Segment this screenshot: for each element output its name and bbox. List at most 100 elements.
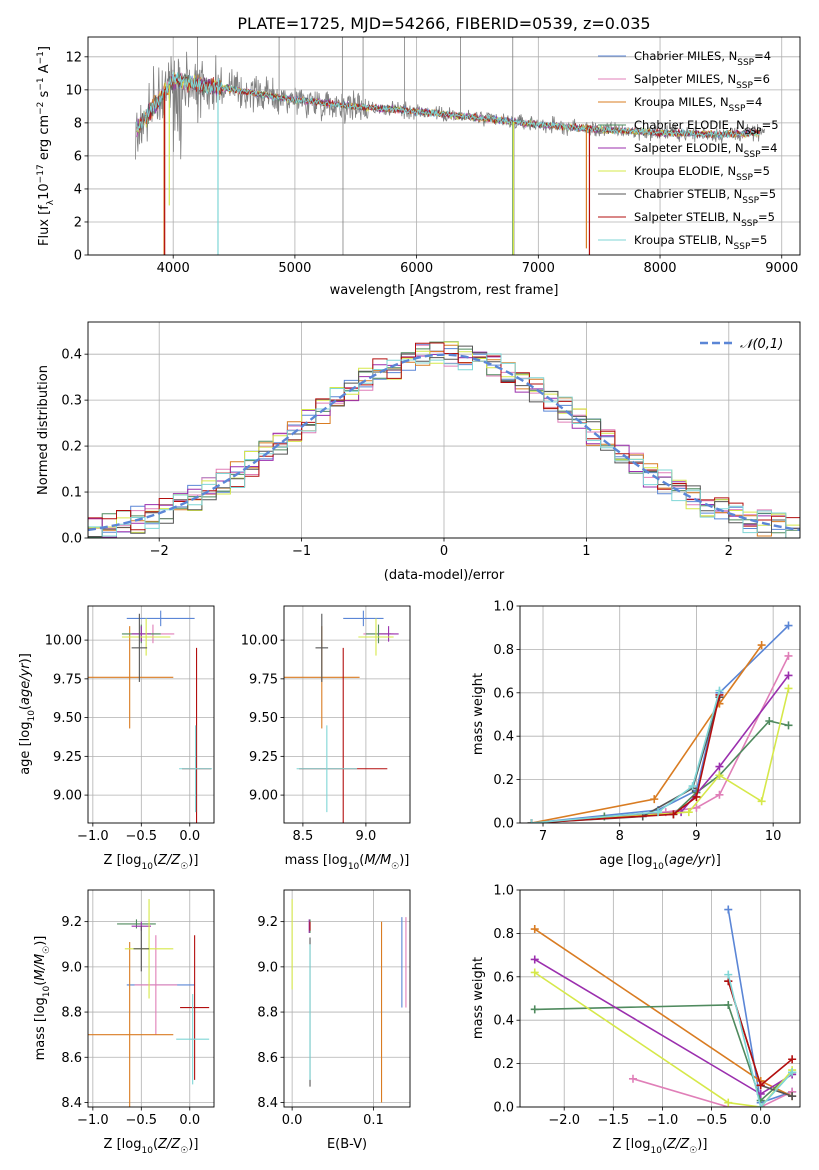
label-part: Chabrier ELODIE, N <box>634 118 745 132</box>
y-tick-label: 0 <box>74 249 82 264</box>
x-tick-label: −0.5 <box>126 829 158 844</box>
weight-series <box>527 684 793 823</box>
weight-marker <box>715 686 724 695</box>
errorbar-point <box>117 919 156 929</box>
x-tick-label: 8.5 <box>293 829 314 844</box>
y-tick-label: 9.25 <box>249 750 278 765</box>
weight-line <box>727 909 793 1104</box>
label-part: −1 <box>36 77 46 90</box>
legend-entry: Chabrier ELODIE, NSSP=5 <box>634 118 779 137</box>
x-tick-label: 0.0 <box>179 829 200 844</box>
residuals-axes: −2 −1 0 1 2 0.0 0.1 0.2 0.3 0.4 𝒩(0,1) (data-model)… <box>36 321 801 583</box>
legend-entry: 𝒩(0,1) <box>740 337 783 352</box>
weight-marker <box>757 641 766 650</box>
label-part: Chabrier STELIB, N <box>634 187 742 201</box>
y-axis-label: Normed distribution <box>36 365 51 495</box>
label-part: )] <box>188 853 198 868</box>
label-part: ( <box>153 853 158 868</box>
label-part: Kroupa STELIB, N <box>634 233 734 247</box>
age-vs-mass-grid <box>284 606 410 823</box>
errorbar-point <box>131 626 151 642</box>
y-tick-label: 6 <box>74 149 82 164</box>
x-tick-label: −1.5 <box>598 1113 630 1128</box>
legend: Chabrier MILES, NSSP=4 Salpeter MILES, NS… <box>598 49 779 252</box>
x-tick-label: 0.0 <box>179 1113 200 1128</box>
label-part: SSP <box>742 196 759 206</box>
weight-marker <box>715 771 724 780</box>
y-tick-label: 0.3 <box>61 394 82 409</box>
y-tick-label: 9.25 <box>53 750 82 765</box>
age-vs-mass-axes: 8.5 9.0 9.00 9.25 9.50 9.75 10.00 mass [log10(M… <box>241 605 411 872</box>
x-tick-label: 7 <box>539 829 547 844</box>
errorbar-point <box>378 626 399 642</box>
errorbar-point <box>176 993 210 1085</box>
weight-line <box>534 928 793 1097</box>
label-part: Z/Z <box>157 1137 181 1152</box>
weight-marker <box>715 762 724 771</box>
y-tick-label: 8.6 <box>61 1051 82 1066</box>
label-part: 10 <box>348 862 360 872</box>
x-tick-label: 9000 <box>765 261 798 276</box>
y-tick-label: 8 <box>74 116 82 131</box>
y-tick-label: 0.4 <box>493 1014 514 1029</box>
mass-vs-EBV-plot <box>291 899 407 1103</box>
age-vs-mass-plot <box>284 610 399 823</box>
x-tick-label: 9.0 <box>356 829 377 844</box>
errorbar-point <box>126 610 195 627</box>
legend-entry: Kroupa ELODIE, NSSP=5 <box>634 164 770 183</box>
weight-line <box>531 688 790 823</box>
weight-marker <box>788 1092 797 1101</box>
x-tick-label: 6000 <box>400 261 433 276</box>
label-part: =5 <box>759 187 776 201</box>
y-tick-label: 10 <box>65 83 82 98</box>
label-part: 10 <box>650 1146 662 1156</box>
mass-vs-EBV-grid <box>284 890 410 1107</box>
y-tick-label: 9.00 <box>53 789 82 804</box>
x-tick-label: −0.5 <box>126 1113 158 1128</box>
label-part: ☉ <box>391 862 399 872</box>
y-tick-label: 0.6 <box>493 686 514 701</box>
x-tick-label: 8000 <box>643 261 676 276</box>
y-tick-label: 0.2 <box>61 440 82 455</box>
legend-entry: Chabrier MILES, NSSP=4 <box>634 49 771 68</box>
label-part: SSP <box>737 58 754 68</box>
x-tick-label: 1 <box>582 544 590 559</box>
normal-reference-curve <box>88 353 800 532</box>
weight-vs-age-plot <box>527 621 793 823</box>
axes-frame <box>87 889 215 1108</box>
label-part: erg cm <box>37 115 52 164</box>
label-part: )] <box>399 853 409 868</box>
label-part: −17 <box>36 164 46 183</box>
y-tick-label: 8.8 <box>257 1006 278 1021</box>
label-part: age [log <box>599 853 652 868</box>
y-tick-label: 12 <box>65 50 82 65</box>
label-part: SSP <box>741 219 758 229</box>
weight-marker <box>756 1103 765 1107</box>
age-vs-Z-plot <box>88 610 213 823</box>
legend-entry: Salpeter MILES, NSSP=6 <box>634 72 770 91</box>
label-part: Kroupa MILES, N <box>634 95 729 109</box>
weight-marker <box>530 955 539 964</box>
weight-marker <box>527 819 536 823</box>
y-tick-label: 9.75 <box>53 672 82 687</box>
y-tick-label: 0.2 <box>493 1057 514 1072</box>
figure-title: PLATE=1725, MJD=54266, FIBERID=0539, z=0… <box>237 14 650 33</box>
x-tick-label: 2 <box>725 544 733 559</box>
y-tick-label: 8.6 <box>257 1051 278 1066</box>
label-part: Salpeter ELODIE, N <box>634 141 744 155</box>
y-axis-label: Flux [fλ10−17 erg cm−2 s−1 A−1] <box>36 46 56 246</box>
errorbar-point <box>296 725 358 813</box>
label-part: −1 <box>36 51 46 64</box>
y-tick-label: 0.1 <box>61 486 82 501</box>
label-part: ] <box>37 46 52 51</box>
weight-marker <box>724 1001 733 1010</box>
weight-marker <box>757 797 766 806</box>
errorbar-point <box>180 935 210 1080</box>
x-axis-label: mass [log10(M/M☉)] <box>285 853 410 872</box>
weight-line <box>534 958 793 1095</box>
weight-marker <box>654 808 663 817</box>
x-axis-label: age [log10(age/yr)] <box>599 853 721 872</box>
label-part: Z [log <box>613 1137 651 1152</box>
legend-entry: Kroupa STELIB, NSSP=5 <box>634 233 767 252</box>
x-tick-label: −1.0 <box>647 1113 679 1128</box>
